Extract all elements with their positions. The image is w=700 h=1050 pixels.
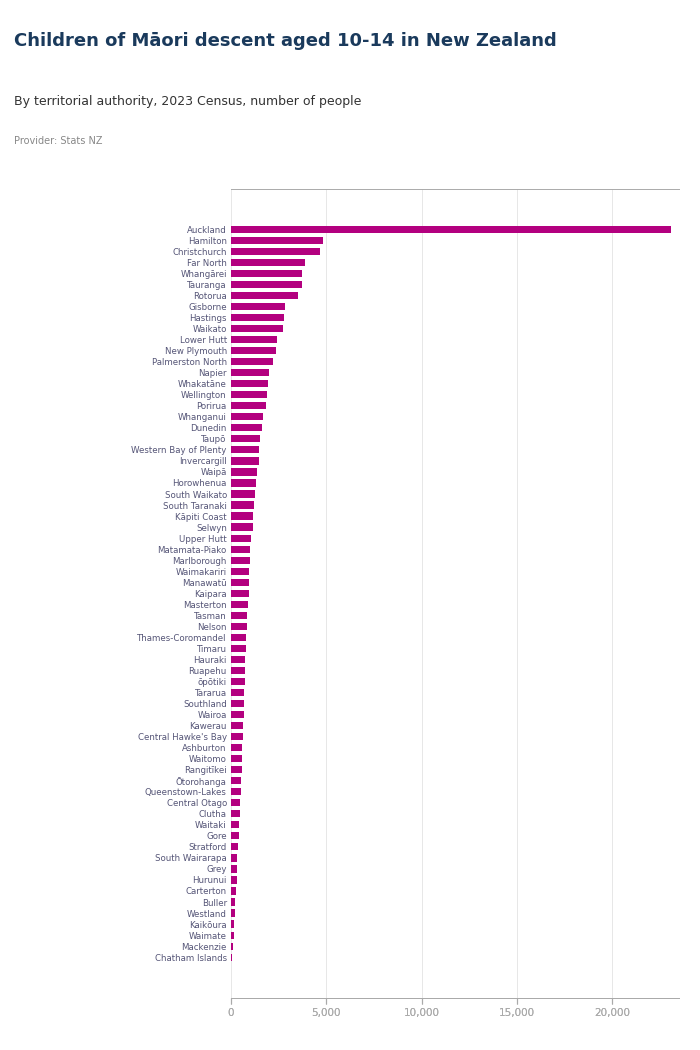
Bar xyxy=(231,821,239,828)
Bar xyxy=(231,943,233,949)
Bar xyxy=(231,843,238,851)
Bar xyxy=(231,601,248,608)
Bar xyxy=(231,755,242,762)
Bar xyxy=(231,458,258,464)
Bar xyxy=(231,248,320,255)
Bar xyxy=(231,380,268,387)
Bar xyxy=(231,303,286,310)
Bar xyxy=(231,237,323,244)
Bar xyxy=(231,921,234,927)
Bar xyxy=(231,568,249,574)
Bar xyxy=(231,877,237,883)
Bar xyxy=(231,392,267,398)
Bar xyxy=(231,711,244,718)
Bar xyxy=(231,226,671,233)
Bar xyxy=(231,744,242,751)
Bar xyxy=(231,899,235,905)
Text: figure.nz: figure.nz xyxy=(581,38,651,51)
Bar xyxy=(231,953,232,961)
Bar xyxy=(231,799,240,806)
Bar xyxy=(231,865,237,873)
Bar xyxy=(231,579,249,586)
Text: Provider: Stats NZ: Provider: Stats NZ xyxy=(14,136,102,147)
Bar xyxy=(231,931,234,939)
Bar xyxy=(231,270,302,277)
Bar xyxy=(231,634,246,640)
Bar xyxy=(231,556,250,564)
Bar xyxy=(231,656,246,663)
Bar xyxy=(231,512,253,520)
Bar xyxy=(231,855,237,861)
Bar xyxy=(231,678,245,685)
Bar xyxy=(231,502,254,508)
Text: By territorial authority, 2023 Census, number of people: By territorial authority, 2023 Census, n… xyxy=(14,94,361,107)
Bar xyxy=(231,766,241,773)
Bar xyxy=(231,446,259,454)
Bar xyxy=(231,645,246,652)
Bar xyxy=(231,700,244,707)
Bar xyxy=(231,777,241,784)
Bar xyxy=(231,534,251,542)
Bar xyxy=(231,436,260,442)
Bar xyxy=(231,358,273,365)
Bar xyxy=(231,811,240,817)
Bar xyxy=(231,689,244,696)
Bar xyxy=(231,733,243,740)
Bar xyxy=(231,480,255,486)
Bar xyxy=(231,546,251,552)
Bar xyxy=(231,667,245,674)
Bar xyxy=(231,292,298,299)
Bar xyxy=(231,468,257,476)
Bar xyxy=(231,833,239,839)
Bar xyxy=(231,722,243,729)
Bar xyxy=(231,314,284,321)
Bar xyxy=(231,490,255,498)
Bar xyxy=(231,789,241,795)
Text: Children of Māori descent aged 10-14 in New Zealand: Children of Māori descent aged 10-14 in … xyxy=(14,32,556,49)
Bar xyxy=(231,402,266,410)
Bar xyxy=(231,370,269,376)
Bar xyxy=(231,424,262,432)
Bar xyxy=(231,590,248,596)
Bar xyxy=(231,887,236,895)
Bar xyxy=(231,281,302,288)
Bar xyxy=(231,336,276,343)
Bar xyxy=(231,348,276,354)
Bar xyxy=(231,623,246,630)
Bar xyxy=(231,524,253,530)
Bar xyxy=(231,259,305,266)
Bar xyxy=(231,326,284,332)
Bar xyxy=(231,909,234,917)
Bar xyxy=(231,612,247,618)
Bar xyxy=(231,414,263,420)
